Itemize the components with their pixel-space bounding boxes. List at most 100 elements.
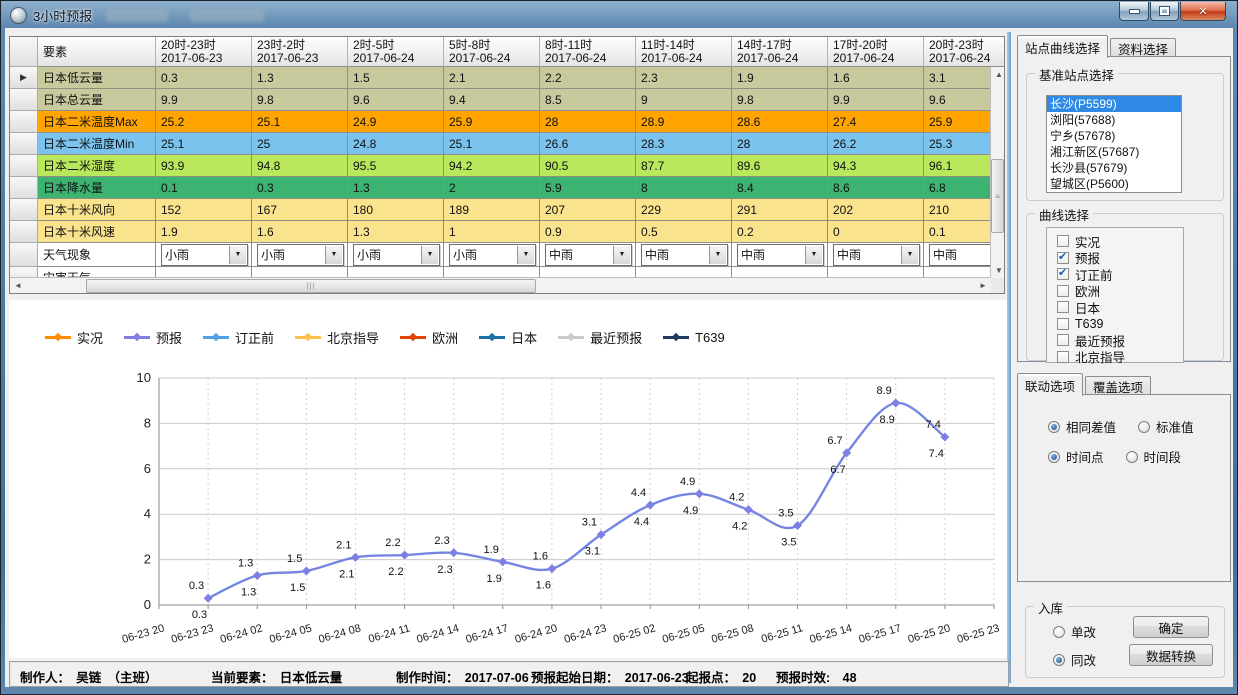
value-cell[interactable]: 291 [732, 199, 828, 221]
close-button[interactable]: ✕ [1180, 2, 1226, 21]
value-cell[interactable]: 96.1 [924, 155, 1004, 177]
weather-combobox[interactable]: 中雨 ▼ [641, 243, 728, 266]
row-selector[interactable] [10, 133, 38, 155]
value-cell[interactable]: 207 [540, 199, 636, 221]
column-header-element[interactable]: 要素 [38, 37, 156, 67]
value-cell[interactable]: 167 [252, 199, 348, 221]
station-list-item[interactable]: 宁乡(57678) [1050, 129, 1116, 143]
column-header[interactable]: 17时-20时 2017-06-24 [828, 37, 924, 67]
radio-icon[interactable] [1125, 450, 1138, 463]
scroll-up-icon[interactable]: ▲ [995, 70, 1003, 79]
row-label[interactable]: 日本二米温度Max [38, 111, 156, 133]
value-cell[interactable]: 9.9 [828, 89, 924, 111]
value-cell[interactable]: 0.1 [924, 221, 1004, 243]
checkbox-icon[interactable] [1057, 334, 1069, 347]
checkbox-icon[interactable] [1057, 284, 1069, 297]
radio-icon[interactable] [1048, 450, 1060, 463]
column-header[interactable]: 20时-23时 2017-06-24 [924, 37, 1004, 67]
value-cell[interactable]: 1.6 [828, 67, 924, 89]
value-cell[interactable]: 94.2 [444, 155, 540, 177]
value-cell[interactable]: 25.1 [444, 133, 540, 155]
combo-dropdown-icon[interactable]: ▼ [613, 245, 630, 264]
row-selector[interactable]: ▶ [10, 67, 38, 89]
value-cell[interactable]: 9.6 [348, 89, 444, 111]
checkbox-icon[interactable] [1057, 350, 1069, 363]
value-cell[interactable]: 28 [732, 133, 828, 155]
row-selector[interactable] [10, 111, 38, 133]
weather-combobox[interactable]: 中雨 ▼ [833, 243, 920, 266]
column-header[interactable]: 20时-23时 2017-06-23 [156, 37, 252, 67]
value-cell[interactable]: 1.3 [252, 67, 348, 89]
value-cell[interactable]: 152 [156, 199, 252, 221]
value-cell[interactable]: 8.5 [540, 89, 636, 111]
combo-dropdown-icon[interactable]: ▼ [421, 245, 438, 264]
row-selector[interactable] [10, 221, 38, 243]
confirm-button[interactable]: 确定 [1133, 616, 1209, 638]
tab-data-select[interactable]: 资料选择 [1110, 38, 1177, 58]
value-cell[interactable]: 26.2 [828, 133, 924, 155]
curve-checkbox-row[interactable]: 欧洲 [1057, 283, 1183, 299]
weather-combobox[interactable]: 中雨 ▼ [737, 243, 824, 266]
checkbox-icon[interactable] [1057, 301, 1069, 314]
value-cell[interactable]: 28.6 [732, 111, 828, 133]
curve-checkbox-row[interactable]: 最近预报 [1057, 332, 1183, 349]
curve-checkbox-row[interactable]: 日本 [1057, 299, 1183, 316]
radio-icon[interactable] [1138, 420, 1151, 433]
row-label[interactable]: 日本总云量 [38, 89, 156, 111]
value-cell[interactable]: 25.1 [156, 133, 252, 155]
value-cell[interactable]: 0.1 [156, 177, 252, 199]
value-cell[interactable]: 26.6 [540, 133, 636, 155]
vertical-splitter[interactable] [1007, 32, 1011, 683]
value-cell[interactable]: 9.9 [156, 89, 252, 111]
value-cell[interactable]: 94.3 [828, 155, 924, 177]
value-cell[interactable]: 8 [636, 177, 732, 199]
value-cell[interactable]: 9 [636, 89, 732, 111]
value-cell[interactable]: 180 [348, 199, 444, 221]
row-selector[interactable] [10, 243, 38, 267]
value-cell[interactable]: 2.2 [540, 67, 636, 89]
value-cell[interactable]: 3.1 [924, 67, 1004, 89]
value-cell[interactable]: 0 [828, 221, 924, 243]
row-selector[interactable] [10, 155, 38, 177]
value-cell[interactable]: 89.6 [732, 155, 828, 177]
value-cell[interactable]: 9.6 [924, 89, 1004, 111]
value-cell[interactable]: 0.3 [156, 67, 252, 89]
value-cell[interactable]: 90.5 [540, 155, 636, 177]
value-cell[interactable]: 28.9 [636, 111, 732, 133]
value-cell[interactable]: 25.9 [444, 111, 540, 133]
vscroll-thumb[interactable]: ≡ [991, 159, 1004, 233]
value-cell[interactable]: 25.9 [924, 111, 1004, 133]
value-cell[interactable]: 5.9 [540, 177, 636, 199]
tab-link-options[interactable]: 联动选项 [1017, 373, 1084, 396]
column-header[interactable]: 8时-11时 2017-06-24 [540, 37, 636, 67]
row-label[interactable]: 日本低云量 [38, 67, 156, 89]
combo-dropdown-icon[interactable]: ▼ [325, 245, 342, 264]
value-cell[interactable]: 1.9 [732, 67, 828, 89]
value-cell[interactable]: 1 [444, 221, 540, 243]
row-label[interactable]: 日本二米湿度 [38, 155, 156, 177]
row-selector[interactable] [10, 199, 38, 221]
value-cell[interactable]: 2.1 [444, 67, 540, 89]
radio-icon[interactable] [1053, 653, 1065, 666]
storage-radio-row[interactable]: 单改 [1053, 622, 1096, 641]
value-cell[interactable]: 9.8 [732, 89, 828, 111]
curve-checkbox-row[interactable]: 北京指导 [1057, 349, 1183, 365]
column-header[interactable]: 2时-5时 2017-06-24 [348, 37, 444, 67]
value-cell[interactable]: 87.7 [636, 155, 732, 177]
value-cell[interactable]: 0.3 [252, 177, 348, 199]
value-cell[interactable]: 202 [828, 199, 924, 221]
value-cell[interactable]: 95.5 [348, 155, 444, 177]
value-cell[interactable]: 25.1 [252, 111, 348, 133]
value-cell[interactable]: 9.4 [444, 89, 540, 111]
scroll-down-icon[interactable]: ▼ [995, 266, 1003, 275]
tab-station-curve-select[interactable]: 站点曲线选择 [1017, 35, 1109, 58]
table-vertical-scrollbar[interactable]: ▲ ≡ ▼ [990, 67, 1004, 278]
weather-combobox[interactable]: 小雨 ▼ [257, 243, 344, 266]
column-header[interactable]: 11时-14时 2017-06-24 [636, 37, 732, 67]
value-cell[interactable]: 2 [444, 177, 540, 199]
value-cell[interactable]: 28 [540, 111, 636, 133]
curve-checkbox-row[interactable]: 预报 [1057, 250, 1183, 266]
combo-dropdown-icon[interactable]: ▼ [709, 245, 726, 264]
value-cell[interactable]: 189 [444, 199, 540, 221]
checkbox-icon[interactable] [1057, 266, 1069, 281]
